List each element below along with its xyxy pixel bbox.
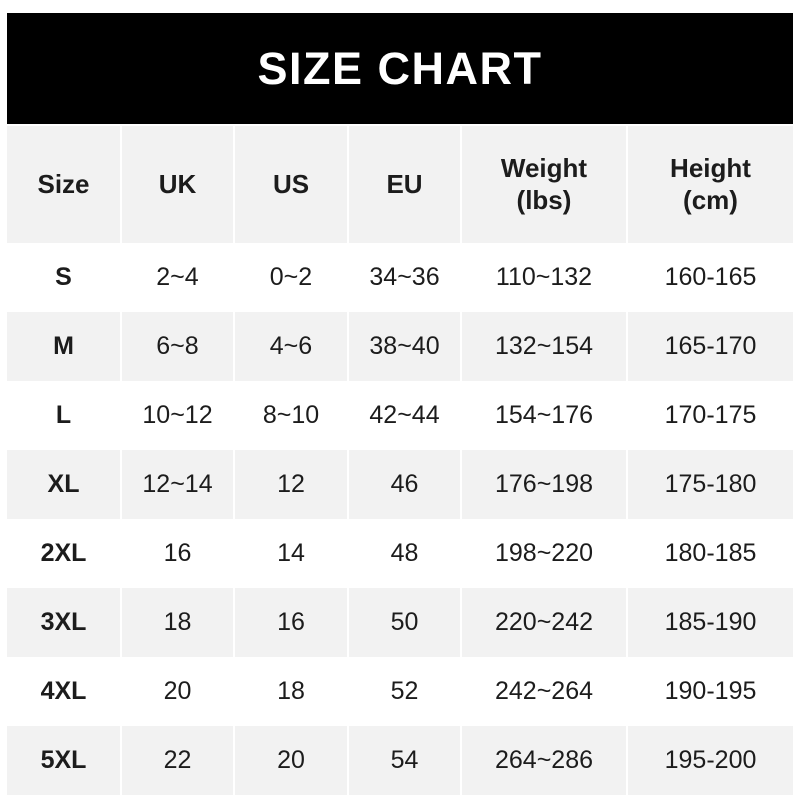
cell-weight: 176~198	[461, 450, 628, 519]
cell-size: XL	[7, 450, 122, 519]
cell-eu: 46	[348, 450, 462, 519]
cell-us: 14	[234, 519, 349, 588]
cell-eu: 34~36	[348, 243, 462, 312]
title-banner: SIZE CHART	[7, 13, 793, 124]
cell-us: 20	[234, 726, 349, 795]
column-header-height: Height (cm)	[627, 126, 793, 243]
cell-eu: 48	[348, 519, 462, 588]
cell-uk: 12~14	[121, 450, 235, 519]
cell-height: 195-200	[664, 746, 757, 774]
cell-eu: 50	[348, 588, 462, 657]
column-header-size-line1: Size	[37, 168, 90, 199]
cell-uk: 16	[121, 519, 235, 588]
cell-size: M	[7, 312, 122, 381]
cell-eu: 38~40	[348, 312, 462, 381]
cell-size: L	[7, 381, 122, 450]
column-header-us: US	[234, 126, 349, 243]
table-header: Size UK US EU Weight (lbs) Height (cm)	[7, 126, 793, 243]
cell-height: 190-195	[664, 677, 757, 705]
table-row: 5XL 22 20 54 264~286 195-200	[7, 726, 793, 795]
cell-uk: 10~12	[121, 381, 235, 450]
column-header-height-line1: Height	[670, 152, 751, 183]
cell-weight: 154~176	[461, 381, 628, 450]
cell-us: 12	[234, 450, 349, 519]
cell-uk: 22	[121, 726, 235, 795]
cell-size: 3XL	[7, 588, 122, 657]
table-header-row: Size UK US EU Weight (lbs) Height (cm)	[7, 126, 793, 243]
cell-uk: 18	[121, 588, 235, 657]
cell-eu: 42~44	[348, 381, 462, 450]
cell-height: 180-185	[664, 539, 757, 567]
cell-eu: 52	[348, 657, 462, 726]
cell-size: 2XL	[7, 519, 122, 588]
cell-height: 160-165	[664, 263, 757, 291]
cell-height: 165-170	[664, 332, 757, 360]
page-title: SIZE CHART	[257, 43, 543, 94]
table-row: 2XL 16 14 48 198~220 180-185	[7, 519, 793, 588]
cell-size: 5XL	[7, 726, 122, 795]
column-header-us-line1: US	[272, 168, 310, 199]
column-header-weight-line2: (lbs)	[516, 184, 572, 215]
cell-eu: 54	[348, 726, 462, 795]
cell-weight: 220~242	[461, 588, 628, 657]
column-header-size: Size	[7, 126, 122, 243]
column-header-weight-line1: Weight	[500, 152, 588, 183]
cell-weight: 242~264	[461, 657, 628, 726]
cell-size: 4XL	[7, 657, 122, 726]
column-header-height-line2: (cm)	[683, 184, 738, 215]
cell-us: 4~6	[234, 312, 349, 381]
cell-weight: 198~220	[461, 519, 628, 588]
column-header-eu: EU	[348, 126, 462, 243]
table-row: S 2~4 0~2 34~36 110~132 160-165	[7, 243, 793, 312]
cell-us: 16	[234, 588, 349, 657]
cell-us: 18	[234, 657, 349, 726]
cell-uk: 20	[121, 657, 235, 726]
cell-uk: 6~8	[121, 312, 235, 381]
cell-us: 0~2	[234, 243, 349, 312]
cell-weight: 264~286	[461, 726, 628, 795]
cell-height: 170-175	[664, 401, 757, 429]
size-chart-table: Size UK US EU Weight (lbs) Height (cm)	[7, 126, 793, 795]
cell-weight: 110~132	[461, 243, 628, 312]
column-header-eu-line1: EU	[386, 168, 423, 199]
column-header-uk-line1: UK	[158, 168, 197, 199]
column-header-weight: Weight (lbs)	[461, 126, 628, 243]
table-row: 3XL 18 16 50 220~242 185-190	[7, 588, 793, 657]
cell-weight: 132~154	[461, 312, 628, 381]
cell-uk: 2~4	[121, 243, 235, 312]
table-row: 4XL 20 18 52 242~264 190-195	[7, 657, 793, 726]
table-row: L 10~12 8~10 42~44 154~176 170-175	[7, 381, 793, 450]
column-header-uk: UK	[121, 126, 235, 243]
cell-height: 175-180	[664, 470, 757, 498]
table-body: S 2~4 0~2 34~36 110~132 160-165 M 6~8 4~…	[7, 243, 793, 795]
cell-size: S	[7, 243, 122, 312]
cell-height: 185-190	[664, 608, 757, 636]
table-row: XL 12~14 12 46 176~198 175-180	[7, 450, 793, 519]
table-row: M 6~8 4~6 38~40 132~154 165-170	[7, 312, 793, 381]
cell-us: 8~10	[234, 381, 349, 450]
